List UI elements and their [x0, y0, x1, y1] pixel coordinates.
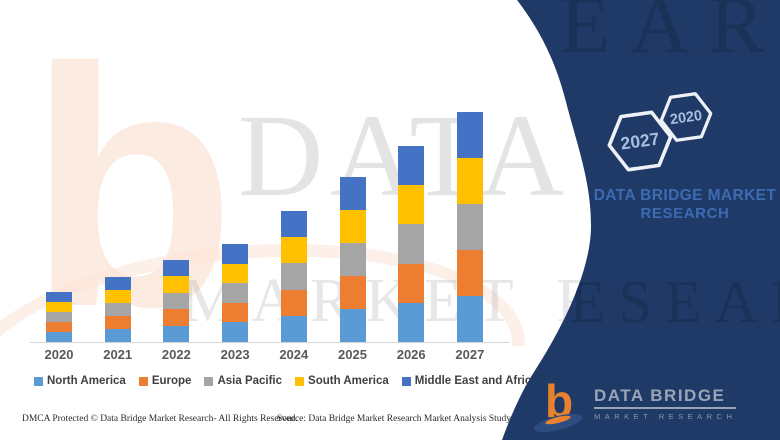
- hexagon-2020: [659, 92, 713, 142]
- bar-segment-asia-pacific: [46, 312, 72, 322]
- x-axis-label-2023: 2023: [220, 347, 250, 362]
- bar-segment-europe: [456, 250, 483, 296]
- legend-label: Middle East and Africa: [414, 375, 538, 387]
- bar-2020: [46, 292, 72, 342]
- x-axis-line: [30, 342, 510, 343]
- bar-2024: [280, 211, 307, 342]
- legend-swatch-icon: [401, 376, 411, 386]
- chart-legend: North America Europe Asia Pacific South Ame…: [34, 375, 538, 387]
- bar-segment-europe: [280, 289, 307, 316]
- bar-segment-south-america: [456, 158, 483, 204]
- promo-panel-shape: [502, 0, 780, 440]
- bar-segment-north-america: [222, 322, 249, 342]
- bar-segment-middle-east-and-africa: [339, 177, 366, 210]
- legend-label: South America: [308, 375, 389, 387]
- hexagon-2027: [607, 110, 673, 172]
- bar-segment-middle-east-and-africa: [456, 112, 483, 158]
- bar-segment-south-america: [398, 185, 425, 225]
- bar-segment-south-america: [222, 263, 249, 284]
- bar-segment-middle-east-and-africa: [398, 146, 425, 186]
- bar-2022: [163, 260, 190, 342]
- bar-segment-asia-pacific: [398, 224, 425, 264]
- x-axis-label-2022: 2022: [161, 347, 191, 362]
- hexagon-2020-label: 2020: [669, 108, 703, 128]
- dmca-notice: DMCA Protected © Data Bridge Market Rese…: [22, 414, 298, 424]
- bar-2025: [339, 177, 366, 342]
- bar-segment-north-america: [456, 296, 483, 342]
- legend-item-south-america: South America: [295, 375, 389, 387]
- bar-segment-europe: [163, 309, 190, 326]
- bar-segment-asia-pacific: [222, 283, 249, 303]
- forecast-hexagons: 2027 2020: [607, 92, 713, 172]
- bar-segment-north-america: [163, 325, 190, 342]
- legend-item-north-america: North America: [34, 375, 126, 387]
- legend-swatch-icon: [34, 376, 43, 386]
- x-axis-label-2020: 2020: [44, 347, 74, 362]
- bar-segment-north-america: [104, 329, 131, 342]
- bar-segment-north-america: [280, 315, 307, 342]
- bar-segment-europe: [339, 276, 366, 309]
- bar-segment-north-america: [398, 302, 425, 342]
- bar-segment-north-america: [339, 309, 366, 342]
- bar-segment-asia-pacific: [339, 243, 366, 276]
- bar-segment-asia-pacific: [456, 204, 483, 250]
- legend-item-europe: Europe: [138, 375, 192, 387]
- x-axis-label-2025: 2025: [338, 347, 367, 362]
- legend-label: Asia Pacific: [217, 375, 283, 387]
- bar-2026: [398, 146, 425, 342]
- panel-watermark-mid: RESEARCH: [516, 269, 780, 335]
- panel-watermark-top: EARCH: [560, 0, 780, 70]
- bar-2023: [222, 244, 249, 342]
- bar-segment-south-america: [280, 237, 307, 264]
- legend-swatch-icon: [295, 376, 305, 386]
- legend-swatch-icon: [138, 376, 148, 386]
- bar-segment-south-america: [104, 290, 131, 303]
- bar-segment-south-america: [163, 276, 190, 293]
- bar-segment-middle-east-and-africa: [163, 260, 190, 277]
- bar-segment-middle-east-and-africa: [222, 244, 249, 264]
- x-axis-label-2024: 2024: [279, 347, 309, 362]
- x-axis-label-2026: 2026: [396, 347, 426, 362]
- bar-segment-europe: [222, 302, 249, 323]
- bar-2027: [456, 112, 483, 342]
- legend-label: Europe: [151, 375, 192, 387]
- bar-segment-south-america: [46, 302, 72, 312]
- bar-segment-north-america: [46, 332, 72, 342]
- legend-item-asia-pacific: Asia Pacific: [204, 375, 282, 387]
- bar-segment-middle-east-and-africa: [104, 277, 131, 290]
- source-note: Source: Data Bridge Market Research Mark…: [277, 414, 533, 424]
- bar-segment-europe: [398, 263, 425, 303]
- legend-label: North America: [47, 375, 126, 387]
- bar-segment-asia-pacific: [280, 263, 307, 290]
- bar-2021: [104, 277, 131, 342]
- x-axis-label-2021: 2021: [103, 347, 133, 362]
- bar-segment-europe: [104, 316, 131, 329]
- bar-segment-middle-east-and-africa: [46, 292, 72, 302]
- legend-item-middle-east-and-africa: Middle East and Africa: [401, 375, 538, 387]
- legend-swatch-icon: [204, 376, 214, 386]
- bar-segment-asia-pacific: [104, 303, 131, 316]
- bar-segment-asia-pacific: [163, 292, 190, 310]
- bar-segment-europe: [46, 322, 72, 332]
- bar-segment-middle-east-and-africa: [280, 211, 307, 238]
- bar-segment-south-america: [339, 210, 366, 243]
- x-axis-label-2027: 2027: [455, 347, 485, 362]
